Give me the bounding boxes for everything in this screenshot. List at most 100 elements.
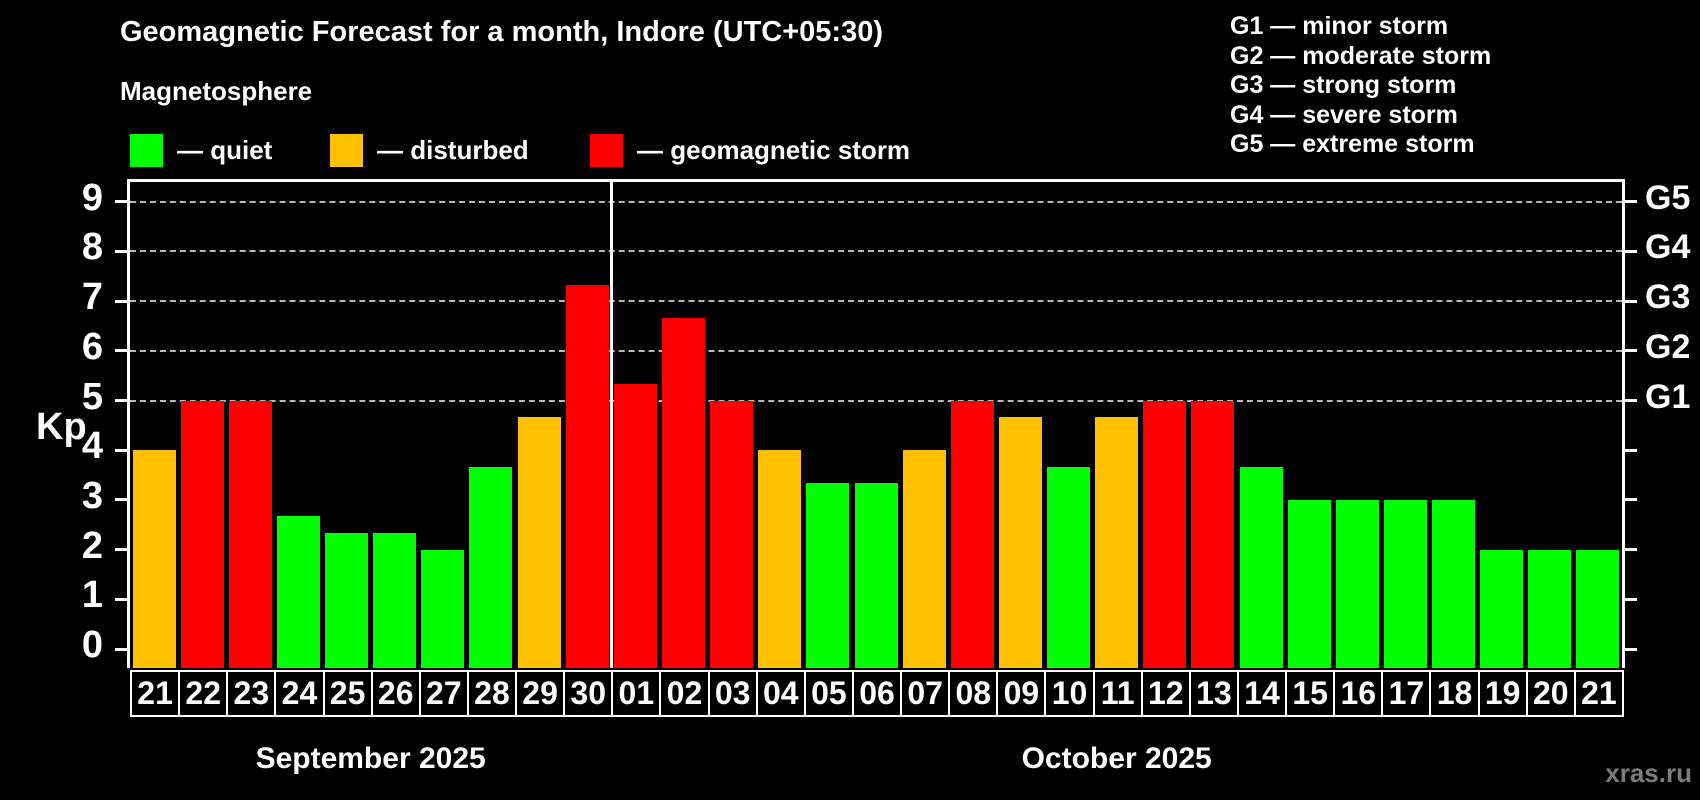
legend-label-disturbed: — disturbed <box>377 134 529 165</box>
y-tick-3 <box>115 498 127 502</box>
y-tick-label-8: 8 <box>81 226 103 269</box>
g-axis-label-G5: G5 <box>1645 178 1691 217</box>
day-label-cell: 06 <box>851 670 903 717</box>
kp-bar-day-20 <box>1528 549 1572 668</box>
g-axis-label-G2: G2 <box>1645 327 1691 366</box>
kp-bar-day-17 <box>1383 499 1427 668</box>
g-scale-legend: G1 — minor storm G2 — moderate storm G3 … <box>1230 12 1491 160</box>
day-label-cell: 04 <box>755 670 806 717</box>
watermark: xras.ru <box>1605 758 1692 788</box>
day-label-cell: 16 <box>1333 670 1384 717</box>
y-tick-label-4: 4 <box>81 425 103 468</box>
y-tick-label-1: 1 <box>81 574 103 617</box>
legend-label-storm: — geomagnetic storm <box>637 134 911 165</box>
day-label-cell: 29 <box>515 670 566 717</box>
disturbed-color-swatch <box>330 133 363 167</box>
page-title: Geomagnetic Forecast for a month, Indore… <box>120 16 884 48</box>
chart-subtitle: Magnetosphere <box>120 76 313 106</box>
legend-item-disturbed: — disturbed <box>330 130 529 170</box>
kp-bar-day-27 <box>421 549 465 668</box>
day-label-cell: 26 <box>370 670 421 717</box>
day-label-cell: 09 <box>996 670 1047 717</box>
g-axis-label-G4: G4 <box>1645 228 1691 267</box>
kp-bar-day-13 <box>1191 400 1235 668</box>
day-label-cell: 03 <box>707 670 758 717</box>
day-label-cell: 21 <box>1573 670 1624 717</box>
day-label-cell: 21 <box>130 670 181 717</box>
month-separator-line <box>609 182 613 668</box>
g2-legend-line: G2 — moderate storm <box>1230 41 1492 70</box>
y-tick-9 <box>115 200 127 204</box>
kp-bar-day-10 <box>1047 466 1091 668</box>
day-label-cell: 23 <box>226 670 277 717</box>
kp-bar-day-21 <box>1576 549 1620 668</box>
legend-item-storm: — geomagnetic storm <box>590 130 910 170</box>
day-label-cell: 28 <box>466 670 518 717</box>
month-label-0: September 2025 <box>255 742 486 775</box>
y-tick-4 <box>115 448 127 452</box>
gridline-kp-7 <box>130 300 1622 303</box>
kp-bar-day-02 <box>661 317 705 668</box>
plot-area-border <box>127 179 1625 668</box>
y-tick-2 <box>115 548 127 552</box>
day-label-cell: 17 <box>1381 670 1432 717</box>
y-tick-label-6: 6 <box>81 325 103 368</box>
y-tick-1 <box>115 597 127 601</box>
y-tick-5 <box>115 399 127 402</box>
y-tick-6 <box>115 349 127 353</box>
kp-bar-day-14 <box>1239 466 1283 668</box>
day-label-cell: 30 <box>563 670 614 717</box>
kp-bar-day-01 <box>613 384 657 668</box>
y-tick-label-0: 0 <box>81 624 103 666</box>
gridline-kp-5 <box>130 399 1622 402</box>
month-label-1: October 2025 <box>1021 742 1212 775</box>
gridline-kp-6 <box>130 349 1622 352</box>
g-axis-label-G1: G1 <box>1645 377 1691 416</box>
gridline-kp-9 <box>130 200 1622 203</box>
legend-label-quiet: — quiet <box>177 134 273 165</box>
y-tick-label-7: 7 <box>81 276 103 319</box>
y-tick-label-9: 9 <box>81 176 103 219</box>
day-label-cell: 02 <box>659 670 710 717</box>
day-label-cell: 01 <box>611 670 662 717</box>
kp-bar-day-04 <box>758 450 802 668</box>
y-tick-label-2: 2 <box>81 524 103 567</box>
day-label-cell: 25 <box>322 670 373 717</box>
kp-bar-day-18 <box>1432 499 1476 668</box>
kp-bar-day-19 <box>1480 549 1524 668</box>
day-label-cell: 08 <box>948 670 999 717</box>
kp-bar-day-23 <box>228 400 272 668</box>
kp-bar-day-21 <box>132 450 176 668</box>
right-tick-8 <box>1625 249 1637 253</box>
day-label-cell: 22 <box>178 670 229 717</box>
g-axis-label-G3: G3 <box>1645 278 1691 317</box>
day-label-cell: 05 <box>803 670 854 717</box>
right-tick-6 <box>1625 349 1637 353</box>
day-label-cell: 27 <box>418 670 469 717</box>
day-label-cell: 11 <box>1092 670 1143 717</box>
right-tick-2 <box>1625 548 1637 552</box>
day-label-cell: 13 <box>1188 670 1239 717</box>
storm-color-swatch <box>590 133 623 167</box>
day-label-cell: 10 <box>1044 670 1095 717</box>
y-tick-0 <box>115 647 127 651</box>
kp-bar-day-29 <box>517 416 561 668</box>
g5-legend-line: G5 — extreme storm <box>1230 130 1475 158</box>
right-tick-0 <box>1625 647 1637 651</box>
right-tick-4 <box>1625 448 1637 452</box>
kp-bar-day-08 <box>950 400 994 668</box>
day-label-cell: 24 <box>274 670 325 717</box>
kp-bar-day-26 <box>373 533 417 668</box>
legend-item-quiet: — quiet <box>130 130 272 170</box>
right-tick-5 <box>1625 399 1637 402</box>
day-label-cell: 07 <box>900 670 951 717</box>
kp-bar-day-11 <box>1095 416 1139 668</box>
quiet-color-swatch <box>130 133 163 167</box>
day-label-cell: 20 <box>1525 670 1576 717</box>
kp-bar-day-22 <box>180 400 224 668</box>
right-tick-9 <box>1625 200 1637 204</box>
kp-axis-title: Kp <box>36 406 87 448</box>
g3-legend-line: G3 — strong storm <box>1230 71 1457 99</box>
y-tick-8 <box>115 249 127 253</box>
